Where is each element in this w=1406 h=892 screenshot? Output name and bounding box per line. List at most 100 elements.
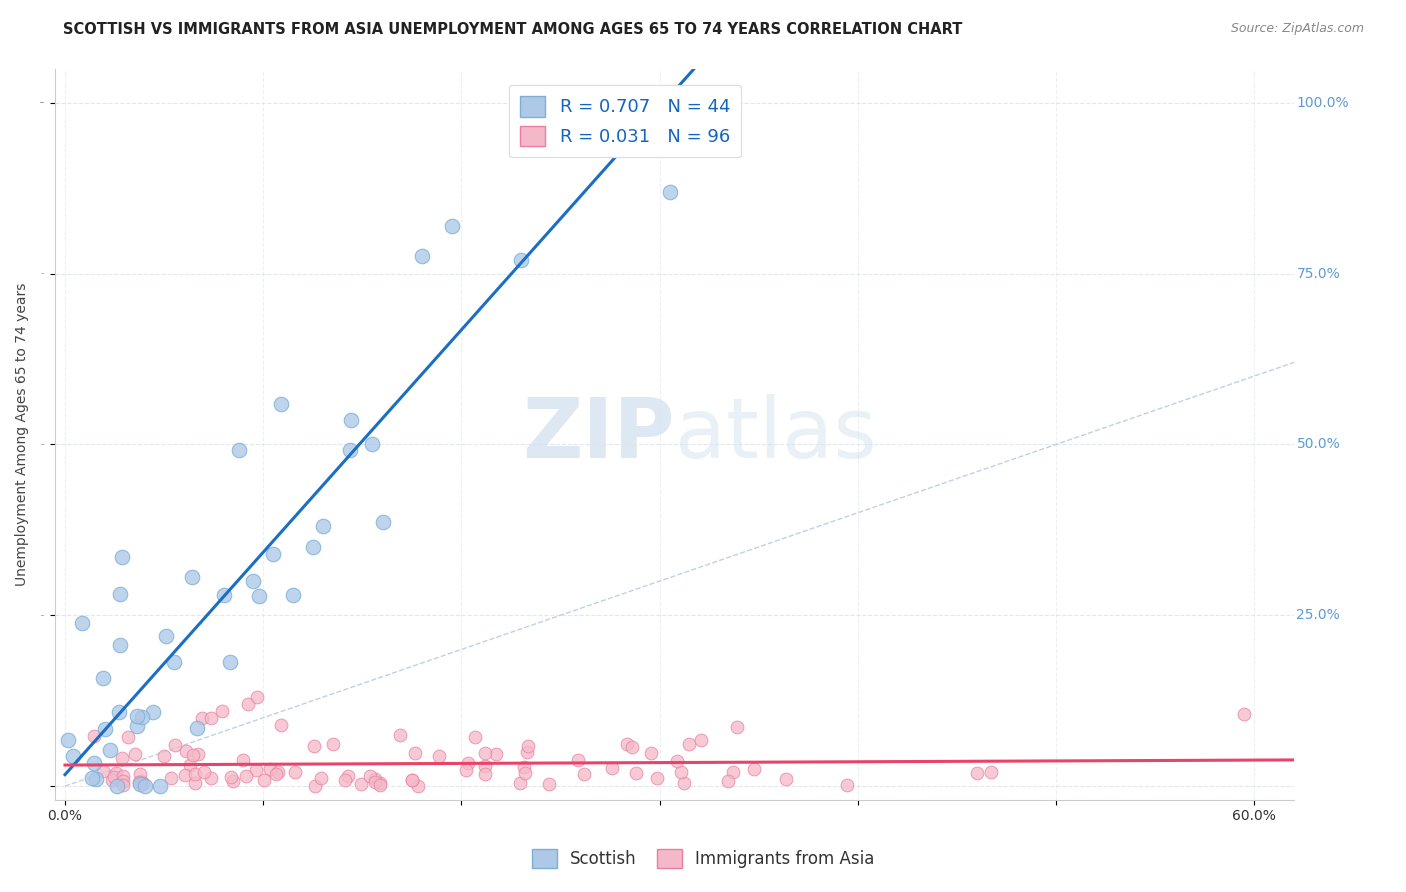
Point xyxy=(108,638,131,652)
Point xyxy=(620,739,643,754)
Point xyxy=(117,730,139,744)
Point xyxy=(678,737,700,751)
Point xyxy=(128,766,150,780)
Point xyxy=(125,719,148,733)
Point xyxy=(1233,707,1256,722)
Point xyxy=(474,759,496,773)
Point xyxy=(111,769,134,783)
Point xyxy=(94,722,117,736)
Text: 100.0%: 100.0% xyxy=(1296,95,1350,110)
Text: Source: ZipAtlas.com: Source: ZipAtlas.com xyxy=(1230,22,1364,36)
Point xyxy=(538,777,561,791)
Point xyxy=(427,748,450,763)
Point xyxy=(284,764,307,779)
Point xyxy=(669,764,692,779)
Point xyxy=(485,747,508,762)
Point xyxy=(350,777,373,791)
Point xyxy=(572,767,595,781)
Point xyxy=(183,747,205,762)
Point xyxy=(124,747,146,761)
Point xyxy=(647,771,669,785)
Point xyxy=(401,772,423,787)
Point xyxy=(101,772,124,787)
Point xyxy=(111,549,134,564)
Text: ZIP: ZIP xyxy=(522,393,675,475)
Y-axis label: Unemployment Among Ages 65 to 74 years: Unemployment Among Ages 65 to 74 years xyxy=(15,283,30,586)
Point xyxy=(340,413,363,427)
Point xyxy=(219,655,242,669)
Point xyxy=(160,771,183,785)
Point xyxy=(142,705,165,719)
Point xyxy=(84,772,107,787)
Point xyxy=(181,570,204,584)
Point xyxy=(721,764,744,779)
Point xyxy=(336,769,359,783)
Point xyxy=(302,739,325,754)
Point xyxy=(616,737,638,751)
Point xyxy=(640,746,662,760)
Point xyxy=(665,754,688,768)
Point xyxy=(98,743,121,757)
Point xyxy=(183,766,205,780)
Point xyxy=(128,775,150,789)
Point xyxy=(111,751,134,765)
Point xyxy=(236,697,259,711)
Point xyxy=(560,129,582,144)
Point xyxy=(440,219,463,233)
Point xyxy=(457,756,479,770)
Point xyxy=(70,615,93,630)
Point xyxy=(370,778,392,792)
Point xyxy=(245,690,267,705)
Point xyxy=(370,775,392,789)
Point xyxy=(103,771,125,785)
Point xyxy=(304,779,326,793)
Point xyxy=(725,720,748,734)
Point xyxy=(262,547,284,561)
Point xyxy=(132,776,155,790)
Point xyxy=(56,733,79,747)
Point xyxy=(155,629,177,643)
Text: 50.0%: 50.0% xyxy=(1296,437,1340,451)
Point xyxy=(131,709,153,723)
Legend: R = 0.707   N = 44, R = 0.031   N = 96: R = 0.707 N = 44, R = 0.031 N = 96 xyxy=(509,85,741,157)
Point xyxy=(464,730,486,744)
Point xyxy=(339,443,361,458)
Point xyxy=(163,738,186,752)
Point xyxy=(91,764,114,779)
Point xyxy=(509,252,531,267)
Point xyxy=(373,516,395,530)
Point xyxy=(212,588,235,602)
Point xyxy=(404,746,426,760)
Point xyxy=(252,772,274,787)
Point xyxy=(235,768,257,782)
Point xyxy=(134,779,156,793)
Point xyxy=(513,766,536,780)
Point xyxy=(980,765,1002,780)
Point xyxy=(513,760,536,774)
Point xyxy=(672,775,695,789)
Point xyxy=(93,671,115,685)
Point xyxy=(179,757,201,772)
Point xyxy=(108,705,131,719)
Point xyxy=(62,749,84,764)
Point xyxy=(148,779,170,793)
Point xyxy=(474,746,496,760)
Text: 75.0%: 75.0% xyxy=(1296,267,1340,281)
Point xyxy=(110,587,132,601)
Point xyxy=(270,397,292,411)
Point xyxy=(259,763,281,777)
Point xyxy=(456,764,478,778)
Point xyxy=(153,749,176,764)
Point xyxy=(516,739,538,754)
Point xyxy=(200,771,222,785)
Point xyxy=(281,588,304,602)
Point xyxy=(131,774,153,789)
Point xyxy=(187,747,209,761)
Point xyxy=(105,779,128,793)
Legend: Scottish, Immigrants from Asia: Scottish, Immigrants from Asia xyxy=(524,842,882,875)
Point xyxy=(111,774,134,789)
Text: atlas: atlas xyxy=(675,393,876,475)
Point xyxy=(509,776,531,790)
Point xyxy=(658,185,681,199)
Point xyxy=(129,777,152,791)
